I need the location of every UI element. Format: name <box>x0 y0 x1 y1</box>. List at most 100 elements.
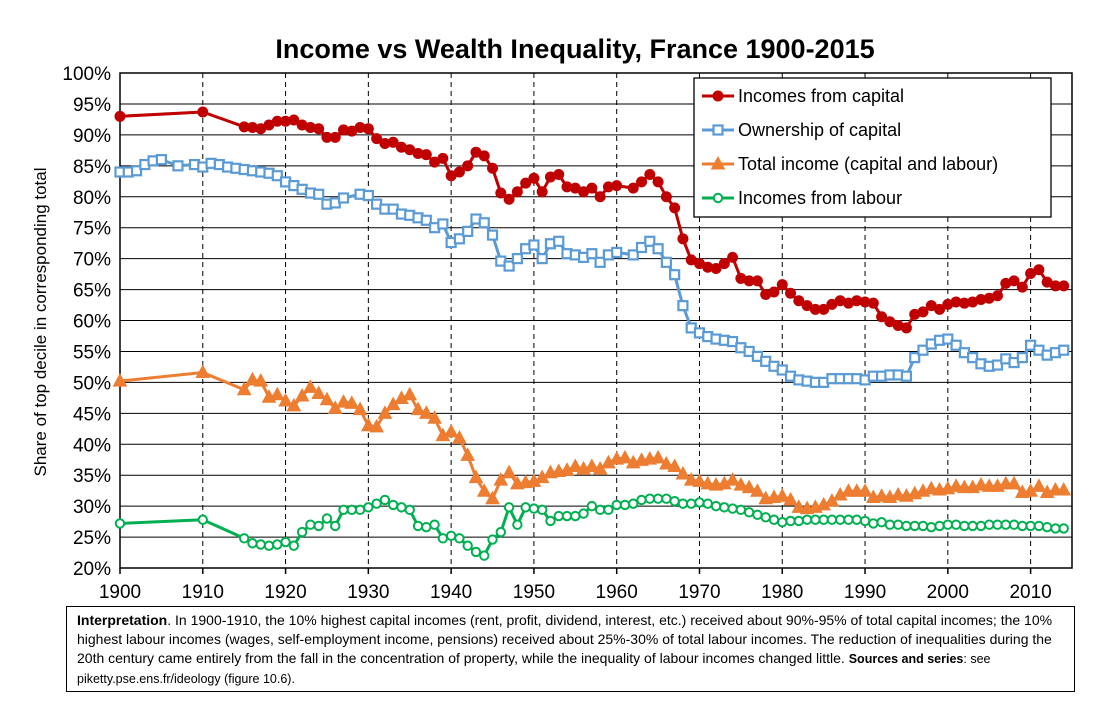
data-point <box>727 251 739 263</box>
data-point <box>644 235 656 247</box>
data-point <box>876 311 888 323</box>
data-point <box>669 495 680 507</box>
data-point <box>404 504 415 516</box>
data-point <box>172 160 184 172</box>
data-point <box>735 504 747 516</box>
y-tick-label: 25% <box>73 528 111 549</box>
data-point <box>553 168 565 180</box>
y-tick-label: 80% <box>73 188 111 209</box>
data-point <box>917 306 929 318</box>
data-point <box>420 214 432 226</box>
data-point <box>991 290 1003 302</box>
data-point <box>112 373 128 387</box>
data-point <box>452 430 467 444</box>
data-point <box>553 510 564 522</box>
data-point <box>520 177 532 189</box>
series-layer <box>112 106 1072 561</box>
data-point <box>843 514 854 525</box>
data-point <box>303 379 318 393</box>
data-point <box>884 519 896 530</box>
data-point <box>859 515 871 527</box>
chart-title: Income vs Wealth Inequality, France 1900… <box>275 34 874 64</box>
data-point <box>247 538 258 549</box>
data-point <box>468 469 484 484</box>
data-point <box>379 494 391 506</box>
data-point <box>487 162 499 174</box>
legend-label: Ownership of capital <box>738 120 901 140</box>
data-point <box>760 512 771 523</box>
data-point <box>667 458 682 473</box>
y-tick-label: 30% <box>73 497 111 518</box>
data-point <box>528 239 540 251</box>
data-point <box>114 110 126 122</box>
data-point <box>851 514 862 525</box>
data-point <box>319 391 335 406</box>
data-point <box>826 514 838 525</box>
y-tick-label: 85% <box>73 157 111 178</box>
data-point <box>594 504 606 516</box>
data-point <box>245 371 260 386</box>
data-point <box>387 499 399 511</box>
data-point <box>114 518 126 529</box>
data-point <box>669 269 681 281</box>
data-point <box>421 521 432 533</box>
data-point <box>1008 275 1020 287</box>
data-point <box>545 515 556 527</box>
data-point <box>313 188 325 200</box>
data-point <box>437 152 449 164</box>
data-point <box>437 218 449 230</box>
data-point <box>1017 520 1028 532</box>
data-point <box>570 510 581 522</box>
data-point <box>677 498 689 509</box>
data-point <box>959 520 970 532</box>
data-point <box>305 519 316 530</box>
data-point <box>269 386 285 401</box>
data-point <box>1031 478 1047 492</box>
data-point <box>313 520 324 532</box>
data-point <box>619 499 631 511</box>
data-point <box>329 131 341 143</box>
note-sources-text: : see piketty.pse.ens.fr/ideology (figur… <box>77 652 991 686</box>
y-tick-label: 65% <box>73 281 111 302</box>
data-point <box>418 405 434 419</box>
data-point <box>1058 280 1070 292</box>
data-point <box>586 182 598 194</box>
data-point <box>528 172 540 184</box>
data-point <box>636 494 647 506</box>
data-point <box>917 520 929 532</box>
legend-item: Ownership of capital <box>702 120 901 140</box>
data-point <box>874 488 889 502</box>
y-axis-label: Share of top decile in corresponding tot… <box>31 167 50 476</box>
y-tick-label: 60% <box>73 312 111 333</box>
x-tick-label: 1950 <box>513 582 555 603</box>
data-point <box>818 514 829 525</box>
data-point <box>751 275 763 287</box>
data-point <box>934 303 946 315</box>
data-point <box>975 520 987 532</box>
data-point <box>725 472 740 486</box>
data-point <box>950 339 962 351</box>
data-point <box>487 534 498 545</box>
data-point <box>336 394 351 408</box>
data-point <box>427 410 442 424</box>
series-incomes-from-capital <box>114 106 1070 334</box>
data-point <box>1016 352 1028 364</box>
data-point <box>486 229 499 241</box>
data-point <box>652 243 664 255</box>
data-point <box>294 387 310 402</box>
data-point <box>495 187 507 199</box>
data-point <box>700 475 716 490</box>
data-point <box>793 515 805 527</box>
data-point <box>628 498 639 509</box>
data-point <box>253 373 269 387</box>
data-point <box>635 241 648 254</box>
y-tick-label: 35% <box>73 466 111 487</box>
data-point <box>462 225 474 237</box>
data-point <box>479 550 490 561</box>
data-point <box>923 480 939 495</box>
data-point <box>1041 521 1053 533</box>
data-point <box>702 498 713 509</box>
data-point <box>901 520 912 532</box>
data-point <box>420 149 432 161</box>
data-point <box>1025 520 1036 532</box>
